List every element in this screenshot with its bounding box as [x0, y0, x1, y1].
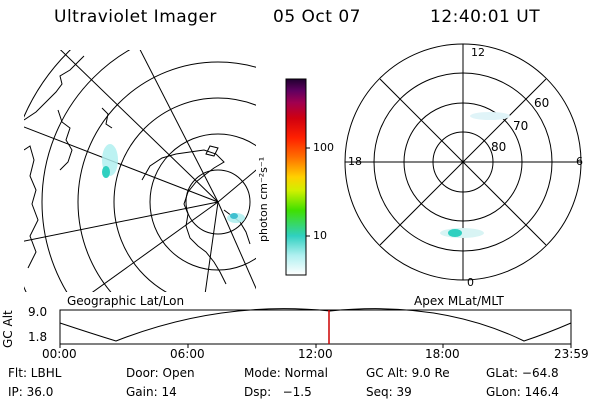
status-glon: GLon: 146.4 [486, 385, 559, 399]
lon-line [217, 201, 256, 290]
colorbar-tick-label: 10 [313, 229, 327, 242]
coastline [24, 145, 39, 269]
time-tick-label: 00:00 [42, 347, 77, 361]
lat-circle [149, 133, 256, 271]
time-tick-label: 18:00 [425, 347, 460, 361]
aurora-emission-left [102, 144, 245, 223]
lat-circle [24, 50, 71, 292]
mlt-label-6: 6 [576, 155, 583, 168]
polar-plot [344, 43, 582, 281]
aurora-emission-right [440, 112, 510, 238]
lon-line [204, 201, 219, 292]
status-dsp: Dsp: −1.5 [244, 385, 312, 399]
lon-line [139, 50, 219, 203]
instrument-title: Ultraviolet Imager [54, 7, 217, 27]
coastline [141, 149, 227, 285]
mlt-diagonal [379, 78, 547, 246]
lon-line [24, 201, 219, 242]
lon-line [217, 169, 256, 203]
altitude-strip-frame [59, 309, 572, 345]
altitude-tick-bottom: 1.8 [28, 330, 48, 344]
status-door: Door: Open [126, 366, 195, 380]
status-gc-alt: GC Alt: 9.0 Re [366, 366, 450, 380]
geographic-map [24, 50, 256, 292]
colorbar-gradient [285, 78, 307, 276]
time-tick-label: 06:00 [170, 347, 205, 361]
altitude-axis-label: GC Alt [1, 310, 15, 348]
altitude-curve [59, 308, 572, 342]
lon-line [59, 50, 219, 203]
lon-line [24, 126, 219, 203]
lon-line [91, 201, 219, 292]
mlat-label-60: 60 [534, 96, 550, 110]
date-label: 05 Oct 07 [273, 7, 361, 27]
lat-circle [77, 61, 256, 292]
mlt-label-18: 18 [348, 155, 362, 168]
altitude-tick-top: 9.0 [28, 305, 48, 319]
coastline [24, 55, 85, 121]
mlt-label-0: 0 [467, 276, 474, 289]
right-panel-label: Apex MLat/MLT [414, 294, 504, 308]
status-mode: Mode: Normal [244, 366, 328, 380]
mlat-label-80: 80 [491, 140, 507, 154]
time-tick-label: 12:00 [298, 347, 333, 361]
lat-circle [41, 50, 131, 292]
left-panel-label: Geographic Lat/Lon [67, 294, 185, 308]
lat-circle [113, 97, 256, 292]
coastline [205, 145, 219, 157]
mlt-label-12: 12 [471, 46, 485, 59]
coastline [57, 109, 73, 171]
lat-circle [185, 169, 251, 235]
mlat-label-70: 70 [513, 119, 529, 133]
status-filter: Flt: LBHL [8, 366, 62, 380]
status-gain: Gain: 14 [126, 385, 177, 399]
status-glat: GLat: −64.8 [486, 366, 559, 380]
colorbar-tick-label: 100 [313, 141, 334, 154]
time-tick-label: 23:59 [554, 347, 589, 361]
time-label: 12:40:01 UT [430, 7, 541, 27]
status-ip: IP: 36.0 [8, 385, 54, 399]
coastline [101, 107, 113, 129]
status-seq: Seq: 39 [366, 385, 412, 399]
colorbar-unit-label: photon cm⁻²s⁻¹ [257, 156, 270, 242]
